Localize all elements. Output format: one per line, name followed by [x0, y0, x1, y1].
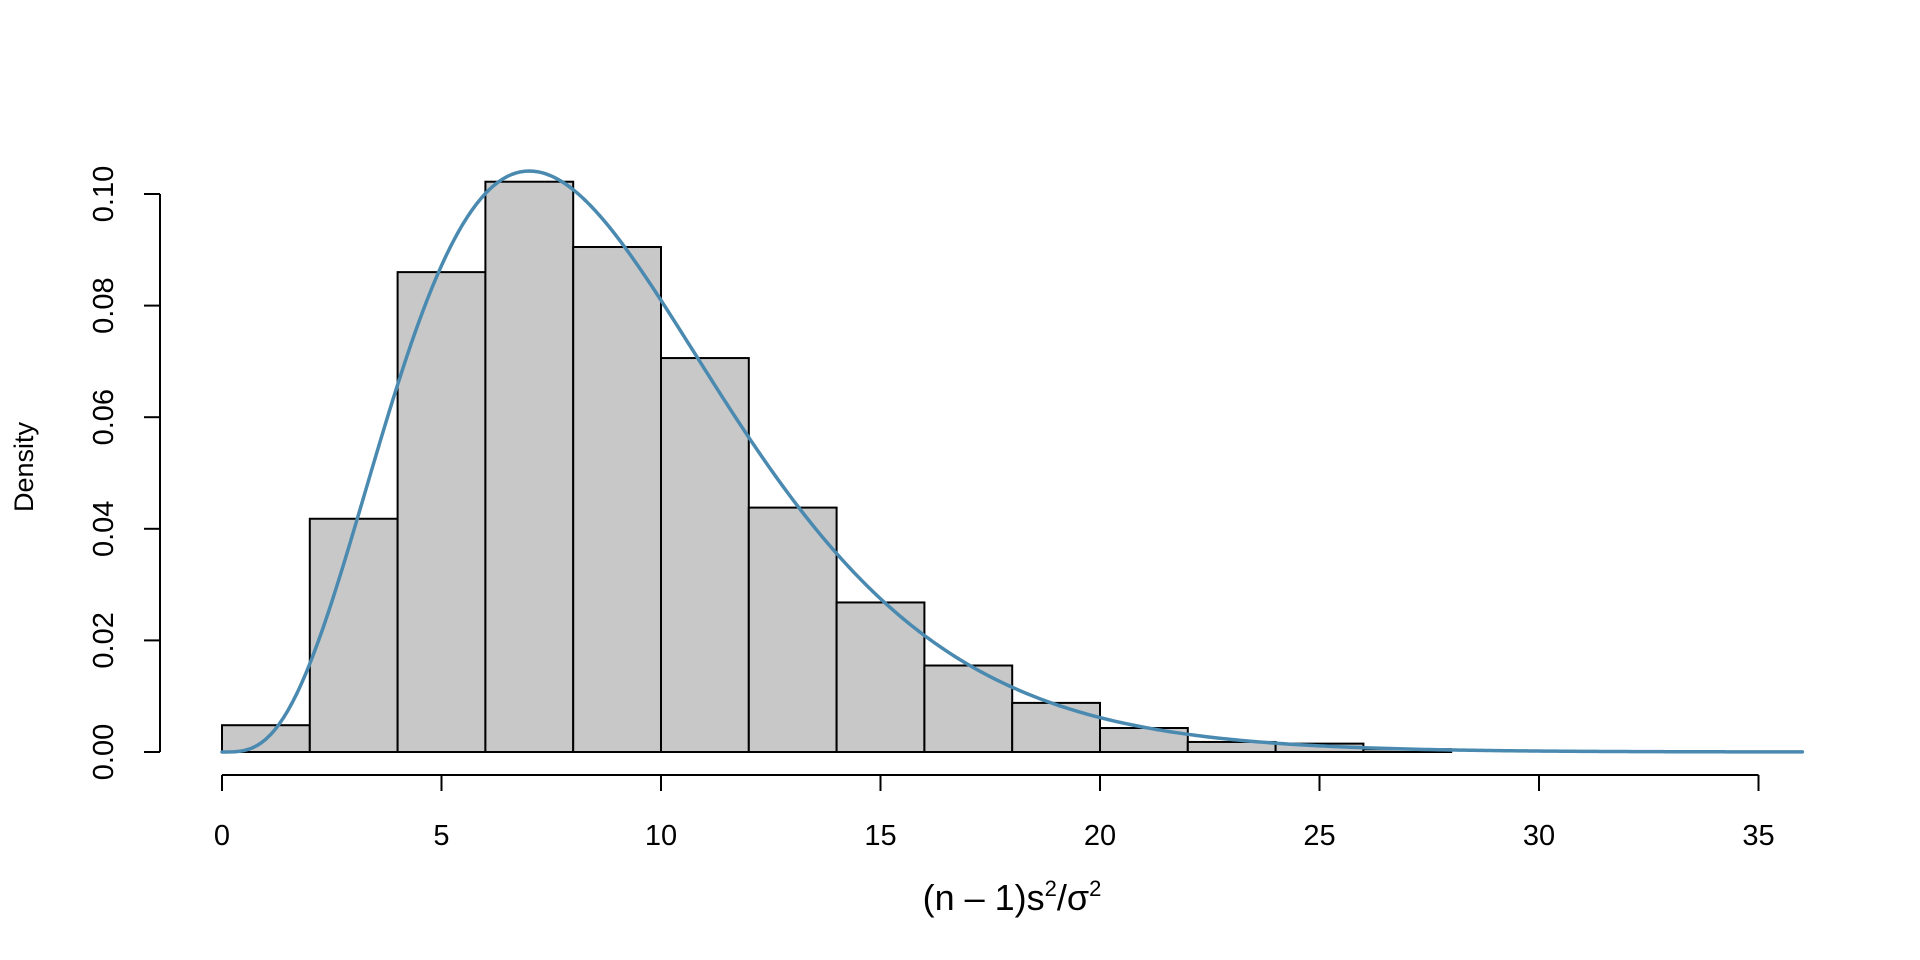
y-tick-label: 0.00 — [88, 724, 120, 780]
y-tick-label: 0.06 — [88, 389, 120, 445]
y-tick-label: 0.02 — [88, 612, 120, 668]
x-axis-title: (n – 1)s2/σ2 — [923, 876, 1102, 918]
x-tick-label: 15 — [864, 820, 896, 852]
y-axis: 0.00 0.02 0.04 0.06 0.08 0.10 — [88, 166, 161, 780]
x-axis: 0 5 10 15 20 25 30 35 — [214, 774, 1775, 852]
x-tick-label: 30 — [1523, 820, 1555, 852]
y-tick-label: 0.10 — [88, 166, 120, 222]
histogram-bar — [396, 271, 487, 753]
histogram-bar — [1011, 701, 1102, 753]
density-curve-layer — [220, 169, 1805, 754]
histogram-bar — [221, 724, 311, 754]
y-tick-label: 0.04 — [88, 501, 120, 557]
x-axis-title-sup-2: 2 — [1089, 876, 1101, 901]
x-tick-label: 5 — [433, 820, 449, 852]
y-axis-title: Density — [9, 421, 39, 512]
histogram-bar — [660, 357, 750, 753]
histogram-bars — [221, 180, 1453, 754]
x-tick-label: 20 — [1084, 820, 1116, 852]
histogram-bar — [747, 506, 838, 754]
x-axis-title-prefix: (n – 1)s — [923, 877, 1045, 918]
x-tick-label: 0 — [214, 820, 230, 852]
histogram-bar — [308, 517, 399, 753]
histogram-bar — [572, 246, 663, 753]
y-tick-label: 0.08 — [88, 277, 120, 333]
histogram-bar — [923, 664, 1014, 754]
x-axis-title-sup-1: 2 — [1045, 876, 1057, 901]
x-tick-label: 10 — [645, 820, 677, 852]
x-axis-title-mid: /σ — [1057, 877, 1089, 918]
density-curve — [220, 169, 1805, 754]
x-tick-label: 35 — [1742, 820, 1774, 852]
x-tick-label: 25 — [1303, 820, 1335, 852]
histogram-bar — [484, 180, 575, 753]
